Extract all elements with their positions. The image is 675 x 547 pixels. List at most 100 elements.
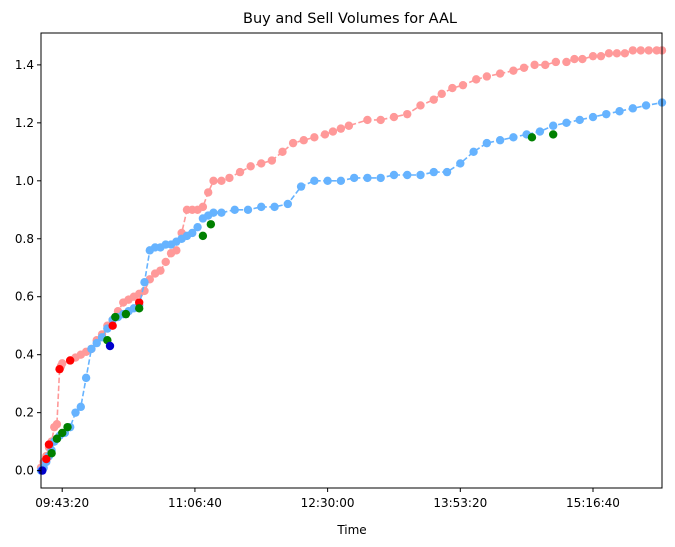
series-sell-line	[40, 49, 662, 469]
marker-point	[134, 304, 144, 313]
point-buy	[336, 176, 346, 186]
plot-area	[36, 46, 667, 475]
point-sell	[509, 66, 518, 75]
point-sell	[389, 112, 399, 122]
point-buy	[270, 202, 279, 212]
point-buy	[429, 167, 438, 177]
point-buy	[602, 109, 611, 119]
marker-point	[105, 341, 115, 351]
point-sell	[172, 246, 181, 255]
marker-point	[63, 422, 72, 432]
point-buy	[243, 205, 253, 214]
point-sell	[310, 133, 319, 142]
point-buy	[442, 167, 452, 177]
point-buy	[217, 208, 226, 217]
point-buy	[548, 121, 558, 130]
point-sell	[320, 130, 330, 139]
point-buy	[71, 408, 80, 417]
y-tick-label: 1.4	[15, 58, 34, 72]
point-sell	[570, 54, 579, 64]
x-tick-label: 13:53:20	[433, 496, 487, 510]
marker-point	[42, 454, 51, 464]
y-tick-label: 1.0	[15, 174, 34, 188]
point-sell	[376, 115, 385, 125]
point-buy	[615, 107, 624, 116]
marker-point	[38, 466, 47, 475]
y-tick-label: 0.0	[15, 464, 34, 478]
marker-point	[121, 309, 131, 319]
point-sell	[448, 83, 457, 93]
point-sell	[458, 80, 468, 90]
point-buy	[81, 373, 91, 383]
point-sell	[644, 46, 653, 55]
point-sell	[403, 109, 412, 119]
point-buy	[92, 338, 101, 348]
x-axis: 09:43:20 11:06:40 12:30:00 13:53:20 15:16:40	[35, 488, 620, 510]
marker-point	[55, 364, 64, 374]
marker-point	[58, 428, 67, 438]
point-sell	[299, 136, 308, 145]
point-sell	[562, 57, 571, 67]
x-tick-label: 11:06:40	[168, 496, 222, 510]
point-buy	[87, 344, 96, 354]
point-sell	[429, 95, 438, 104]
point-sell	[161, 257, 170, 267]
point-sell	[278, 147, 287, 157]
point-sell	[225, 173, 234, 183]
point-buy	[140, 278, 149, 287]
point-sell	[530, 60, 539, 70]
point-sell	[551, 57, 561, 67]
series-buy-line	[40, 101, 663, 472]
point-buy	[257, 202, 266, 212]
marker-point	[47, 449, 56, 458]
point-sell	[267, 156, 277, 165]
marker-point	[206, 220, 216, 229]
point-buy	[469, 147, 478, 157]
point-buy	[641, 101, 651, 110]
x-axis-label: Time	[336, 523, 366, 537]
point-sell	[288, 138, 298, 148]
point-buy	[349, 173, 359, 183]
y-tick-label: 0.2	[15, 406, 34, 420]
point-buy	[376, 173, 385, 183]
point-sell	[246, 162, 255, 171]
plot-frame	[40, 32, 663, 489]
point-sell	[495, 69, 505, 78]
point-sell	[588, 51, 598, 61]
x-tick-label: 09:43:20	[35, 496, 89, 510]
point-buy	[188, 228, 197, 238]
y-tick-label: 0.8	[15, 232, 34, 246]
y-tick-label: 1.2	[15, 116, 34, 130]
point-buy	[389, 170, 399, 180]
marker-point	[548, 130, 558, 139]
point-sell	[203, 188, 213, 197]
point-sell	[156, 266, 165, 275]
point-buy	[283, 199, 293, 209]
point-sell	[482, 72, 492, 81]
point-buy	[403, 170, 412, 180]
point-sell	[328, 127, 338, 136]
point-buy	[76, 402, 86, 412]
y-axis: 0.0 0.2 0.4 0.6 0.8 1.0 1.2 1.4	[15, 58, 41, 478]
point-sell	[596, 51, 606, 61]
point-sell	[209, 176, 218, 186]
point-sell	[344, 121, 354, 130]
marker-point	[111, 312, 120, 322]
marker-point	[108, 321, 117, 330]
point-sell	[620, 49, 630, 58]
point-sell	[235, 167, 245, 177]
point-buy	[230, 205, 239, 214]
point-sell	[217, 176, 226, 186]
marker-point	[65, 356, 75, 365]
marker-point	[527, 133, 537, 142]
point-buy	[456, 159, 465, 168]
point-buy	[209, 208, 218, 217]
point-sell	[541, 60, 550, 70]
marker-point	[44, 440, 54, 449]
point-sell	[336, 124, 346, 133]
y-tick-label: 0.4	[15, 348, 34, 362]
point-sell	[636, 46, 645, 55]
point-buy	[535, 127, 545, 136]
point-buy	[628, 104, 638, 113]
